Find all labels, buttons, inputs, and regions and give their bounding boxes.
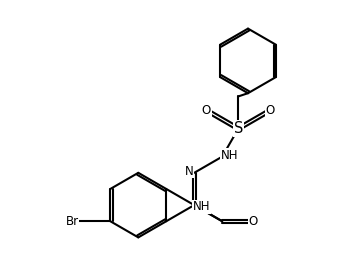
Text: NH: NH [221, 148, 238, 161]
Text: O: O [266, 105, 275, 118]
Text: N: N [185, 165, 194, 178]
Text: O: O [249, 215, 258, 228]
Text: S: S [234, 121, 243, 136]
Text: Br: Br [65, 215, 79, 228]
Text: O: O [202, 105, 211, 118]
Text: NH: NH [193, 200, 210, 213]
